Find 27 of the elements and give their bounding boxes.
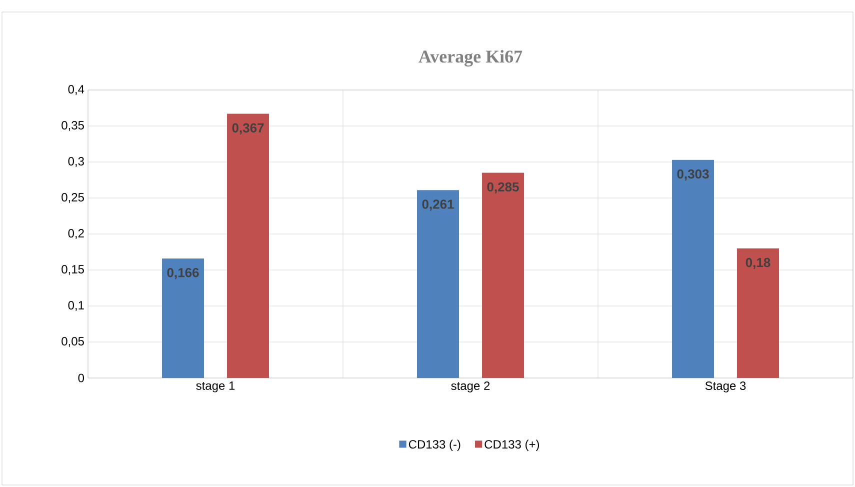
y-tick-label: 0,3	[68, 157, 84, 167]
y-tick-label: 0,25	[62, 193, 84, 203]
legend-label: CD133 (-)	[408, 440, 460, 451]
data-label: 0,285	[487, 182, 519, 194]
y-tick-label: 0,1	[68, 301, 84, 311]
data-label: 0,166	[167, 268, 199, 280]
y-tick-label: 0,35	[62, 121, 84, 131]
bar	[162, 258, 204, 378]
x-tick-label: stage 1	[196, 382, 235, 392]
bar	[227, 114, 270, 378]
chart-title: Average Ki67	[418, 50, 522, 66]
data-label: 0,261	[422, 200, 454, 211]
y-tick-label: 0,4	[68, 85, 84, 95]
bar	[482, 172, 524, 378]
bar	[736, 248, 779, 378]
bar	[417, 190, 459, 378]
data-label: 0,18	[746, 258, 770, 270]
data-label: 0,303	[677, 169, 709, 180]
x-tick-label: stage 2	[451, 382, 490, 392]
x-tick-label: Stage 3	[705, 382, 746, 392]
y-tick-label: 0	[78, 374, 84, 382]
y-tick-label: 0,15	[62, 265, 84, 275]
legend-label: CD133 (+)	[484, 440, 540, 451]
y-tick-label: 0,2	[68, 229, 84, 239]
data-label: 0,367	[232, 123, 264, 134]
bar	[672, 160, 714, 378]
y-tick-label: 0,05	[62, 337, 84, 347]
